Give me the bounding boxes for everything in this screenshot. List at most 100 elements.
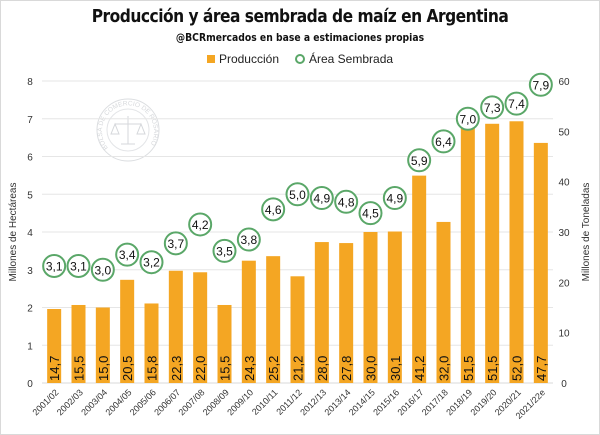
area-data-label: 4,2 bbox=[192, 218, 209, 232]
legend-bar-swatch bbox=[206, 55, 215, 63]
area-point bbox=[480, 95, 505, 120]
y-left-tick-label: 8 bbox=[27, 77, 33, 88]
bar-produccion bbox=[387, 231, 402, 383]
area-point bbox=[236, 227, 261, 252]
area-point bbox=[42, 253, 67, 278]
bar-data-label: 15,5 bbox=[218, 356, 233, 381]
legend: Producción Área Sembrada bbox=[0, 52, 600, 66]
chart-subtitle: @BCRmercados en base a estimaciones prop… bbox=[175, 31, 425, 44]
scales-icon bbox=[110, 116, 146, 145]
legend-circle-swatch bbox=[295, 54, 305, 64]
bar-produccion bbox=[460, 123, 475, 384]
area-data-label: 3,8 bbox=[240, 233, 257, 247]
bar-produccion bbox=[509, 121, 524, 384]
area-data-label: 7,9 bbox=[532, 78, 549, 92]
bar-produccion bbox=[363, 232, 378, 383]
area-point bbox=[66, 253, 91, 278]
bar-produccion bbox=[436, 221, 451, 383]
area-data-label: 7,0 bbox=[459, 112, 476, 126]
bar-data-label: 47,7 bbox=[534, 356, 549, 381]
area-data-label: 4,8 bbox=[338, 195, 355, 209]
bar-produccion bbox=[71, 304, 86, 383]
bar-produccion bbox=[485, 123, 500, 384]
legend-label-area: Área Sembrada bbox=[309, 52, 394, 66]
area-data-label: 3,1 bbox=[46, 259, 63, 273]
bar-data-label: 15,5 bbox=[72, 356, 87, 381]
area-data-label: 4,6 bbox=[265, 203, 282, 217]
area-data-label: 5,9 bbox=[411, 154, 428, 168]
area-data-label: 3,4 bbox=[119, 248, 136, 262]
bar-produccion bbox=[47, 309, 62, 383]
area-point bbox=[528, 72, 553, 97]
bar-produccion bbox=[290, 276, 305, 383]
area-data-label: 3,7 bbox=[167, 237, 184, 251]
area-point bbox=[334, 189, 359, 214]
y-right-tick-label: 10 bbox=[558, 329, 570, 340]
bar-data-label: 30,1 bbox=[388, 356, 403, 381]
area-point bbox=[407, 148, 432, 173]
watermark-ring bbox=[96, 98, 160, 162]
area-point bbox=[139, 250, 164, 275]
area-point bbox=[163, 231, 188, 256]
bar-data-label: 20,5 bbox=[120, 356, 135, 381]
area-point bbox=[382, 186, 407, 211]
area-data-label: 7,3 bbox=[484, 101, 501, 115]
bar-data-label: 30,0 bbox=[364, 356, 379, 381]
bar-produccion bbox=[339, 243, 354, 383]
legend-item-area: Área Sembrada bbox=[295, 52, 393, 66]
area-point bbox=[309, 186, 334, 211]
bar-produccion bbox=[120, 279, 135, 383]
bar-data-label: 22,0 bbox=[193, 356, 208, 381]
y-right-tick-label: 40 bbox=[558, 178, 570, 189]
y-left-tick-label: 3 bbox=[27, 266, 33, 277]
area-data-label: 4,9 bbox=[313, 192, 330, 206]
bar-data-label: 22,3 bbox=[169, 356, 184, 381]
y-left-tick-label: 5 bbox=[27, 190, 33, 201]
area-data-label: 6,4 bbox=[435, 135, 452, 149]
y-left-tick-label: 4 bbox=[27, 228, 33, 239]
bar-data-label: 32,0 bbox=[437, 356, 452, 381]
y-right-tick-label: 60 bbox=[558, 77, 570, 88]
area-data-label: 3,0 bbox=[94, 263, 111, 277]
legend-item-produccion: Producción bbox=[206, 52, 279, 66]
area-point bbox=[504, 91, 529, 116]
bar-data-label: 14,7 bbox=[47, 356, 62, 381]
area-point bbox=[188, 212, 213, 237]
bar-produccion bbox=[241, 260, 256, 383]
watermark-logo: BOLSA DE COMERCIO DE ROSARIO bbox=[96, 98, 160, 162]
y-right-tick-label: 50 bbox=[558, 127, 570, 138]
bar-data-label: 51,5 bbox=[461, 356, 476, 381]
bar-data-label: 52,0 bbox=[510, 356, 525, 381]
bar-produccion bbox=[266, 256, 281, 383]
x-tick-label: 2009/10 bbox=[225, 387, 255, 417]
area-data-label: 3,1 bbox=[70, 259, 87, 273]
x-tick-label: 2010/11 bbox=[250, 387, 280, 417]
y-left-tick-label: 2 bbox=[27, 304, 33, 315]
chart-title: Producción y área sembrada de maíz en Ar… bbox=[91, 6, 509, 27]
y-left-tick-label: 7 bbox=[27, 115, 33, 126]
y-right-tick-label: 20 bbox=[558, 278, 570, 289]
bar-data-label: 25,2 bbox=[266, 356, 281, 381]
bar-produccion bbox=[217, 304, 232, 383]
area-point bbox=[90, 257, 115, 282]
y-left-tick-label: 1 bbox=[27, 341, 33, 352]
bar-data-label: 15,8 bbox=[145, 356, 160, 381]
bar-data-label: 15,0 bbox=[96, 356, 111, 381]
area-point bbox=[115, 242, 140, 267]
y-right-tick-label: 30 bbox=[558, 228, 570, 239]
area-point bbox=[455, 106, 480, 131]
area-data-label: 5,0 bbox=[289, 188, 306, 202]
area-data-label: 7,4 bbox=[508, 97, 525, 111]
bar-produccion bbox=[168, 270, 183, 383]
bar-produccion bbox=[95, 307, 110, 383]
bar-data-label: 41,2 bbox=[412, 356, 427, 381]
bar-data-label: 51,5 bbox=[485, 356, 500, 381]
area-point bbox=[212, 238, 237, 263]
y-right-axis-title: Millones de Toneladas bbox=[581, 183, 592, 282]
area-data-label: 4,5 bbox=[362, 207, 379, 221]
y-left-axis-title: Millones de Hectáreas bbox=[8, 183, 19, 282]
legend-label-produccion: Producción bbox=[218, 52, 279, 66]
area-data-label: 3,2 bbox=[143, 256, 160, 270]
bar-produccion bbox=[193, 272, 208, 383]
